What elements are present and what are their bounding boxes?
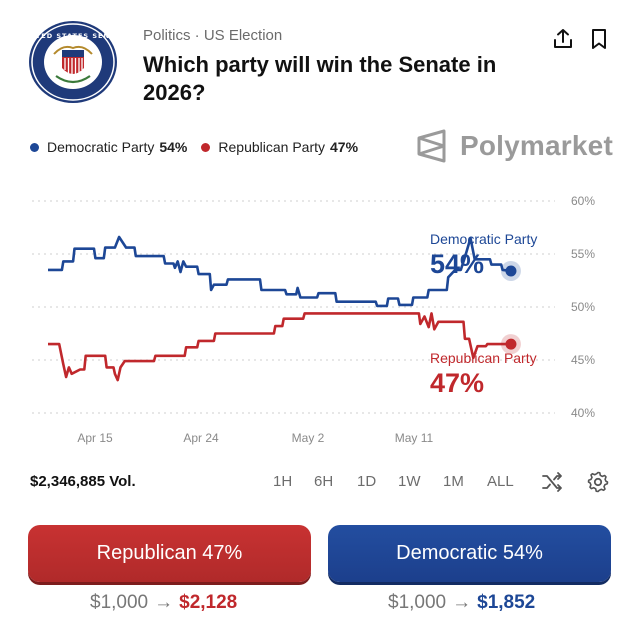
x-tick-label: May 11 [395, 431, 434, 445]
series-end-value: 47% [430, 368, 484, 398]
legend-dot-republican [201, 142, 211, 152]
chart-legend: Democratic Party 54% Republican Party 47… [30, 137, 372, 157]
legend-pct-democratic: 54% [159, 139, 188, 155]
series-end-name: Republican Party [430, 350, 537, 366]
svg-text:UNITED STATES SENATE: UNITED STATES SENATE [28, 32, 118, 40]
y-tick-label: 40% [571, 406, 595, 420]
series-line-democratic [48, 235, 512, 308]
price-chart[interactable]: 60% 55% 50% 45% 40% Apr 15 Apr 24 May 2 May 11 De… [0, 180, 628, 455]
bet-republican-button[interactable]: Republican 47% [28, 525, 311, 582]
x-tick-label: Apr 24 [183, 431, 219, 445]
bookmark-icon[interactable] [588, 28, 610, 50]
legend-label-republican: Republican Party [218, 139, 326, 155]
bet-republican-label: Republican 47% [96, 542, 243, 564]
legend-dot-democratic [30, 142, 39, 152]
shuffle-icon[interactable] [540, 470, 564, 494]
legend-item-democratic: Democratic Party 54% [30, 139, 187, 155]
endpoint-marker [505, 338, 517, 350]
gear-icon[interactable] [586, 470, 610, 494]
series-end-name: Democratic Party [430, 231, 537, 247]
arrow-right-icon: → [154, 592, 174, 613]
polymarket-brand: Polymarket [416, 128, 613, 164]
payout-republican-amount: $2,128 [179, 592, 238, 613]
payout-democratic-amount: $1,852 [477, 592, 536, 613]
range-all-button[interactable]: ALL [487, 473, 514, 490]
payout-democratic: $1,000 → $1,852 [388, 592, 535, 614]
legend-item-republican: Republican Party 47% [201, 139, 358, 155]
arrow-right-icon: → [452, 592, 472, 613]
brand-name: Polymarket [460, 130, 613, 161]
market-header: UNITED STATES SENATE Politics · US Elect… [0, 0, 628, 120]
y-tick-label: 60% [571, 194, 595, 208]
share-icon[interactable] [552, 28, 574, 50]
y-tick-label: 50% [571, 300, 595, 314]
bet-democratic-button[interactable]: Democratic 54% [328, 525, 611, 582]
us-senate-seal-icon: UNITED STATES SENATE [28, 21, 118, 103]
y-tick-label: 55% [571, 247, 595, 261]
market-title: Which party will win the Senate in 2026? [143, 52, 497, 105]
market-category[interactable]: Politics · US Election [143, 27, 283, 44]
payout-democratic-stake: $1,000 [388, 592, 447, 613]
range-1w-button[interactable]: 1W [398, 473, 421, 490]
x-tick-label: May 2 [292, 431, 325, 445]
series-line-republican [48, 312, 511, 382]
volume-text: $2,346,885 Vol. [30, 473, 136, 490]
chart-toolbar: $2,346,885 Vol. 1H 6H 1D 1W 1M ALL [0, 466, 628, 498]
legend-label-democratic: Democratic Party [47, 139, 155, 155]
legend-pct-republican: 47% [330, 139, 359, 155]
series-end-value: 54% [430, 249, 484, 279]
range-1d-button[interactable]: 1D [357, 473, 377, 490]
y-tick-label: 45% [571, 353, 595, 367]
range-1h-button[interactable]: 1H [273, 473, 293, 490]
polymarket-logo-icon [417, 129, 446, 163]
x-tick-label: Apr 15 [77, 431, 113, 445]
range-1m-button[interactable]: 1M [443, 473, 464, 490]
payout-republican: $1,000 → $2,128 [90, 592, 237, 614]
bet-democratic-label: Democratic 54% [396, 542, 543, 564]
range-6h-button[interactable]: 6H [314, 473, 334, 490]
endpoint-marker [505, 265, 517, 277]
payout-republican-stake: $1,000 [90, 592, 149, 613]
